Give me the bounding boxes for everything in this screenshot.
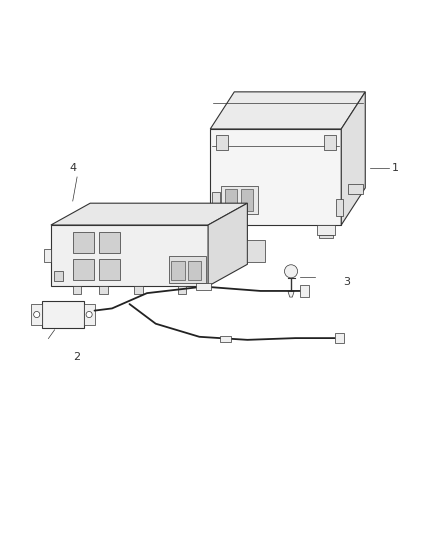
Polygon shape (177, 286, 186, 294)
Polygon shape (54, 271, 63, 281)
Polygon shape (336, 199, 343, 216)
Polygon shape (42, 302, 84, 328)
Polygon shape (51, 225, 208, 286)
Polygon shape (99, 286, 108, 294)
Polygon shape (188, 261, 201, 280)
Polygon shape (210, 129, 341, 225)
Polygon shape (171, 261, 184, 280)
Polygon shape (220, 336, 231, 342)
Polygon shape (208, 203, 247, 286)
Polygon shape (335, 333, 344, 343)
Polygon shape (99, 232, 120, 253)
Polygon shape (31, 304, 42, 326)
Polygon shape (241, 189, 254, 211)
Circle shape (34, 311, 40, 318)
Circle shape (285, 265, 297, 278)
Polygon shape (134, 286, 143, 294)
Polygon shape (212, 192, 220, 210)
Text: 2: 2 (74, 352, 81, 361)
Polygon shape (324, 135, 336, 150)
Polygon shape (169, 256, 206, 282)
Polygon shape (348, 183, 363, 195)
Text: 3: 3 (343, 277, 350, 287)
Polygon shape (317, 225, 335, 235)
Polygon shape (73, 259, 94, 280)
Polygon shape (319, 235, 332, 238)
Polygon shape (288, 292, 294, 297)
Polygon shape (99, 259, 120, 280)
Circle shape (86, 311, 92, 318)
Text: 1: 1 (392, 163, 399, 173)
Polygon shape (300, 285, 309, 297)
Polygon shape (225, 189, 237, 211)
Polygon shape (73, 286, 81, 294)
Polygon shape (51, 203, 247, 225)
Polygon shape (247, 240, 265, 262)
Polygon shape (73, 232, 94, 253)
Text: 4: 4 (69, 163, 76, 173)
Polygon shape (221, 235, 234, 238)
Polygon shape (341, 92, 365, 225)
Polygon shape (219, 225, 237, 235)
Polygon shape (44, 249, 51, 262)
Polygon shape (221, 185, 258, 214)
Polygon shape (210, 92, 365, 129)
Polygon shape (215, 135, 228, 150)
Polygon shape (84, 304, 95, 326)
Polygon shape (196, 283, 212, 290)
